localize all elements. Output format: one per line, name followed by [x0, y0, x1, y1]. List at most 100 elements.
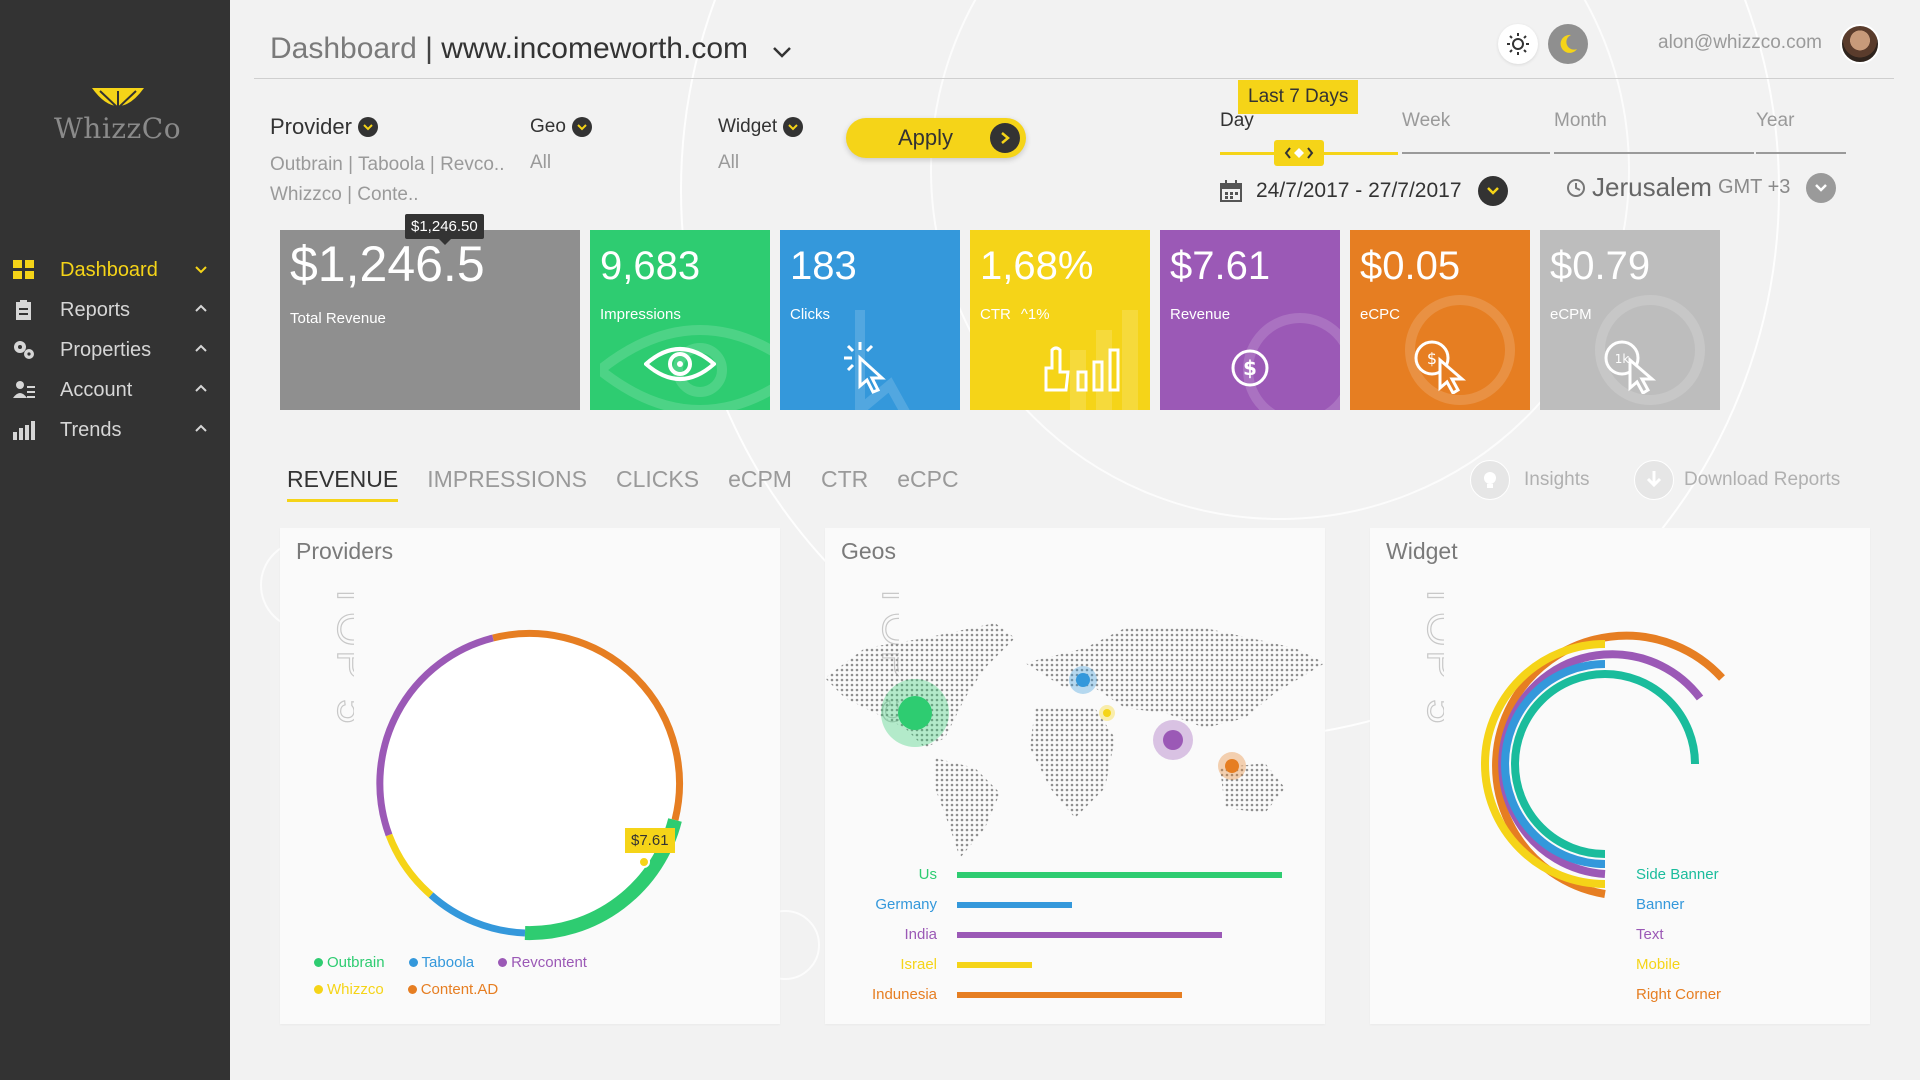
sidebar-item-label: Properties [60, 338, 152, 361]
geo-bars: Us Germany India Israel Indunesia [825, 866, 1325, 1006]
bar-trend-icon [13, 421, 35, 440]
sidebar-item-reports[interactable]: Reports [0, 290, 230, 330]
timezone-selector[interactable]: Jerusalem GMT +3 [1566, 172, 1837, 203]
chevron-up-icon [195, 424, 207, 432]
kpi-revenue[interactable]: $7.61 Revenue $ [1160, 230, 1340, 410]
geos-panel: Geos TOP 5 Us Germany India Israel Indun… [825, 528, 1325, 1024]
geo-row: Us [825, 866, 1282, 883]
widget-filter[interactable]: Widget All [718, 116, 804, 178]
legend-item-mobile[interactable]: Mobile [1636, 956, 1681, 973]
sidebar-item-label: Account [60, 378, 133, 401]
geo-bar [957, 871, 1282, 878]
tab-revenue[interactable]: REVENUE [287, 466, 399, 502]
chevron-down-icon[interactable] [783, 117, 804, 137]
dollar-ghost-icon [1243, 313, 1340, 410]
kpi-total-revenue[interactable]: $1,246.5 Total Revenue [280, 230, 580, 410]
kpi-clicks[interactable]: 183 Clicks [780, 230, 960, 410]
sidebar-item-properties[interactable]: Properties [0, 330, 230, 370]
geo-label: Israel [900, 956, 937, 973]
geo-bar [957, 901, 1072, 908]
kpi-value: $1,246.5 [290, 236, 485, 292]
kpi-ecpm[interactable]: $0.79 eCPM 1k [1540, 230, 1720, 410]
tab-month[interactable]: Month [1554, 110, 1607, 131]
geo-filter[interactable]: Geo All [530, 116, 592, 178]
svg-text:TOP 5: TOP 5 [1418, 582, 1444, 728]
legend-item-banner[interactable]: Banner [1636, 896, 1685, 913]
chevron-down-icon[interactable] [357, 117, 378, 137]
sidebar-item-label: Reports [60, 298, 131, 321]
download-reports-button[interactable]: Download Reports [1634, 460, 1840, 500]
sidebar-nav: Dashboard Reports Properties Account Tre… [0, 250, 230, 450]
tab-ecpm[interactable]: eCPM [728, 466, 792, 492]
kpi-label: Impressions [600, 306, 681, 323]
svg-text:TOP 5: TOP 5 [328, 582, 354, 728]
avatar[interactable] [1840, 24, 1880, 64]
calendar-icon [1220, 180, 1242, 202]
legend-item-side-banner[interactable]: Side Banner [1636, 866, 1719, 883]
chevron-up-icon [195, 304, 207, 312]
kpi-value: $7.61 [1170, 244, 1271, 288]
date-range-picker[interactable]: 24/7/2017 - 27/7/2017 [1220, 176, 1508, 206]
geo-filter-label: Geo [530, 116, 566, 137]
widget-filter-label: Widget [718, 116, 778, 137]
sun-icon [1507, 33, 1529, 55]
chevron-up-icon [195, 344, 207, 352]
user-email[interactable]: alon@whizzco.com [1658, 32, 1822, 53]
chevron-down-icon[interactable] [571, 117, 592, 137]
chevron-down-icon[interactable] [1806, 172, 1837, 203]
geo-label: Germany [875, 896, 937, 913]
click-cursor-icon [844, 342, 886, 394]
provider-filter[interactable]: Provider Outbrain | Taboola | Revco.. Wh… [270, 114, 505, 210]
geo-label: India [904, 926, 937, 943]
chevron-down-icon[interactable] [1477, 176, 1508, 206]
legend-item-right-corner[interactable]: Right Corner [1636, 986, 1722, 1003]
tab-ecpc[interactable]: eCPC [897, 466, 959, 492]
provider-value-line-2: Whizzco | Conte.. [270, 184, 419, 205]
svg-text:$: $ [1243, 356, 1257, 380]
dark-theme-button[interactable] [1548, 24, 1588, 64]
kpi-value: $0.79 [1550, 244, 1651, 288]
tab-day[interactable]: Day [1220, 110, 1254, 131]
tab-week[interactable]: Week [1402, 110, 1451, 131]
provider-filter-label: Provider [270, 114, 352, 139]
sidebar-item-label: Dashboard [60, 258, 158, 281]
geo-label: Us [918, 866, 937, 883]
period-slider-handle[interactable] [1274, 140, 1324, 166]
sidebar-item-dashboard[interactable]: Dashboard [0, 250, 230, 290]
kpi-label: Revenue [1170, 306, 1231, 323]
moon-icon [1560, 34, 1577, 53]
legend-item-whizzco[interactable]: Whizzco [314, 981, 384, 998]
chevron-left-icon [1284, 147, 1291, 159]
insights-button[interactable]: Insights [1470, 460, 1589, 500]
kpi-ecpc[interactable]: $0.05 eCPC $ [1350, 230, 1530, 410]
sidebar-item-trends[interactable]: Trends [0, 410, 230, 450]
legend-item-revcontent[interactable]: Revcontent [498, 954, 587, 971]
providers-tooltip: $7.61 [625, 828, 675, 853]
geo-bar [957, 991, 1182, 998]
sidebar-item-account[interactable]: Account [0, 370, 230, 410]
chevron-down-icon[interactable] [770, 40, 794, 64]
legend-item-taboola[interactable]: Taboola [408, 954, 474, 971]
provider-value-line-1: Outbrain | Taboola | Revco.. [270, 154, 505, 175]
tab-impressions[interactable]: IMPRESSIONS [427, 466, 587, 492]
kpi-label: eCPM [1550, 306, 1592, 323]
tab-clicks[interactable]: CLICKS [615, 466, 700, 492]
legend-item-text[interactable]: Text [1636, 926, 1664, 943]
legend-item-outbrain[interactable]: Outbrain [314, 954, 385, 971]
apply-button[interactable]: Apply [846, 118, 1026, 158]
period-tooltip: Last 7 Days [1238, 80, 1359, 114]
kpi-impressions[interactable]: 9,683 Impressions [590, 230, 770, 410]
tab-ctr[interactable]: CTR [820, 466, 869, 492]
geo-bar [957, 931, 1222, 938]
kpi-ctr[interactable]: 1,68% CTR ^1% [970, 230, 1150, 410]
tab-year[interactable]: Year [1756, 110, 1795, 131]
clipboard-icon [16, 300, 31, 320]
site-name[interactable]: www.incomeworth.com [441, 32, 749, 65]
period-line-month [1554, 152, 1754, 154]
geo-bubbles [881, 666, 1246, 780]
period-line-year [1756, 152, 1846, 154]
hand-chart-icon [1044, 346, 1120, 392]
light-theme-button[interactable] [1498, 24, 1538, 64]
legend-item-content-ad[interactable]: Content.AD [407, 981, 498, 998]
dollar-cursor-ghost-icon [1405, 295, 1515, 405]
